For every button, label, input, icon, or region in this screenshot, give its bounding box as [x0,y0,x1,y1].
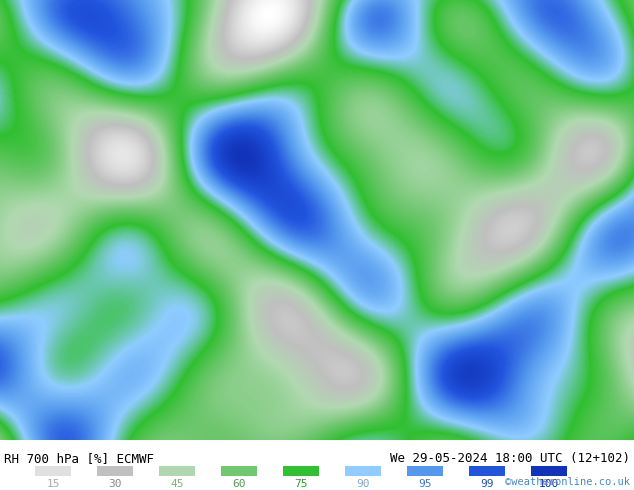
Text: 60: 60 [232,479,246,489]
Text: 15: 15 [46,479,60,489]
Bar [283,466,319,476]
Text: 75: 75 [294,479,307,489]
Text: 30: 30 [108,479,122,489]
Bar [469,466,505,476]
Bar [97,466,133,476]
Text: 90: 90 [356,479,370,489]
Text: 45: 45 [171,479,184,489]
Text: 99: 99 [480,479,494,489]
Text: 100: 100 [539,479,559,489]
Bar [159,466,195,476]
Text: 95: 95 [418,479,432,489]
Bar [345,466,381,476]
Bar [221,466,257,476]
Bar [407,466,443,476]
Text: RH 700 hPa [%] ECMWF: RH 700 hPa [%] ECMWF [4,452,154,465]
Bar [531,466,567,476]
Text: We 29-05-2024 18:00 UTC (12+102): We 29-05-2024 18:00 UTC (12+102) [390,452,630,465]
Bar [35,466,71,476]
Text: ©weatheronline.co.uk: ©weatheronline.co.uk [505,477,630,487]
